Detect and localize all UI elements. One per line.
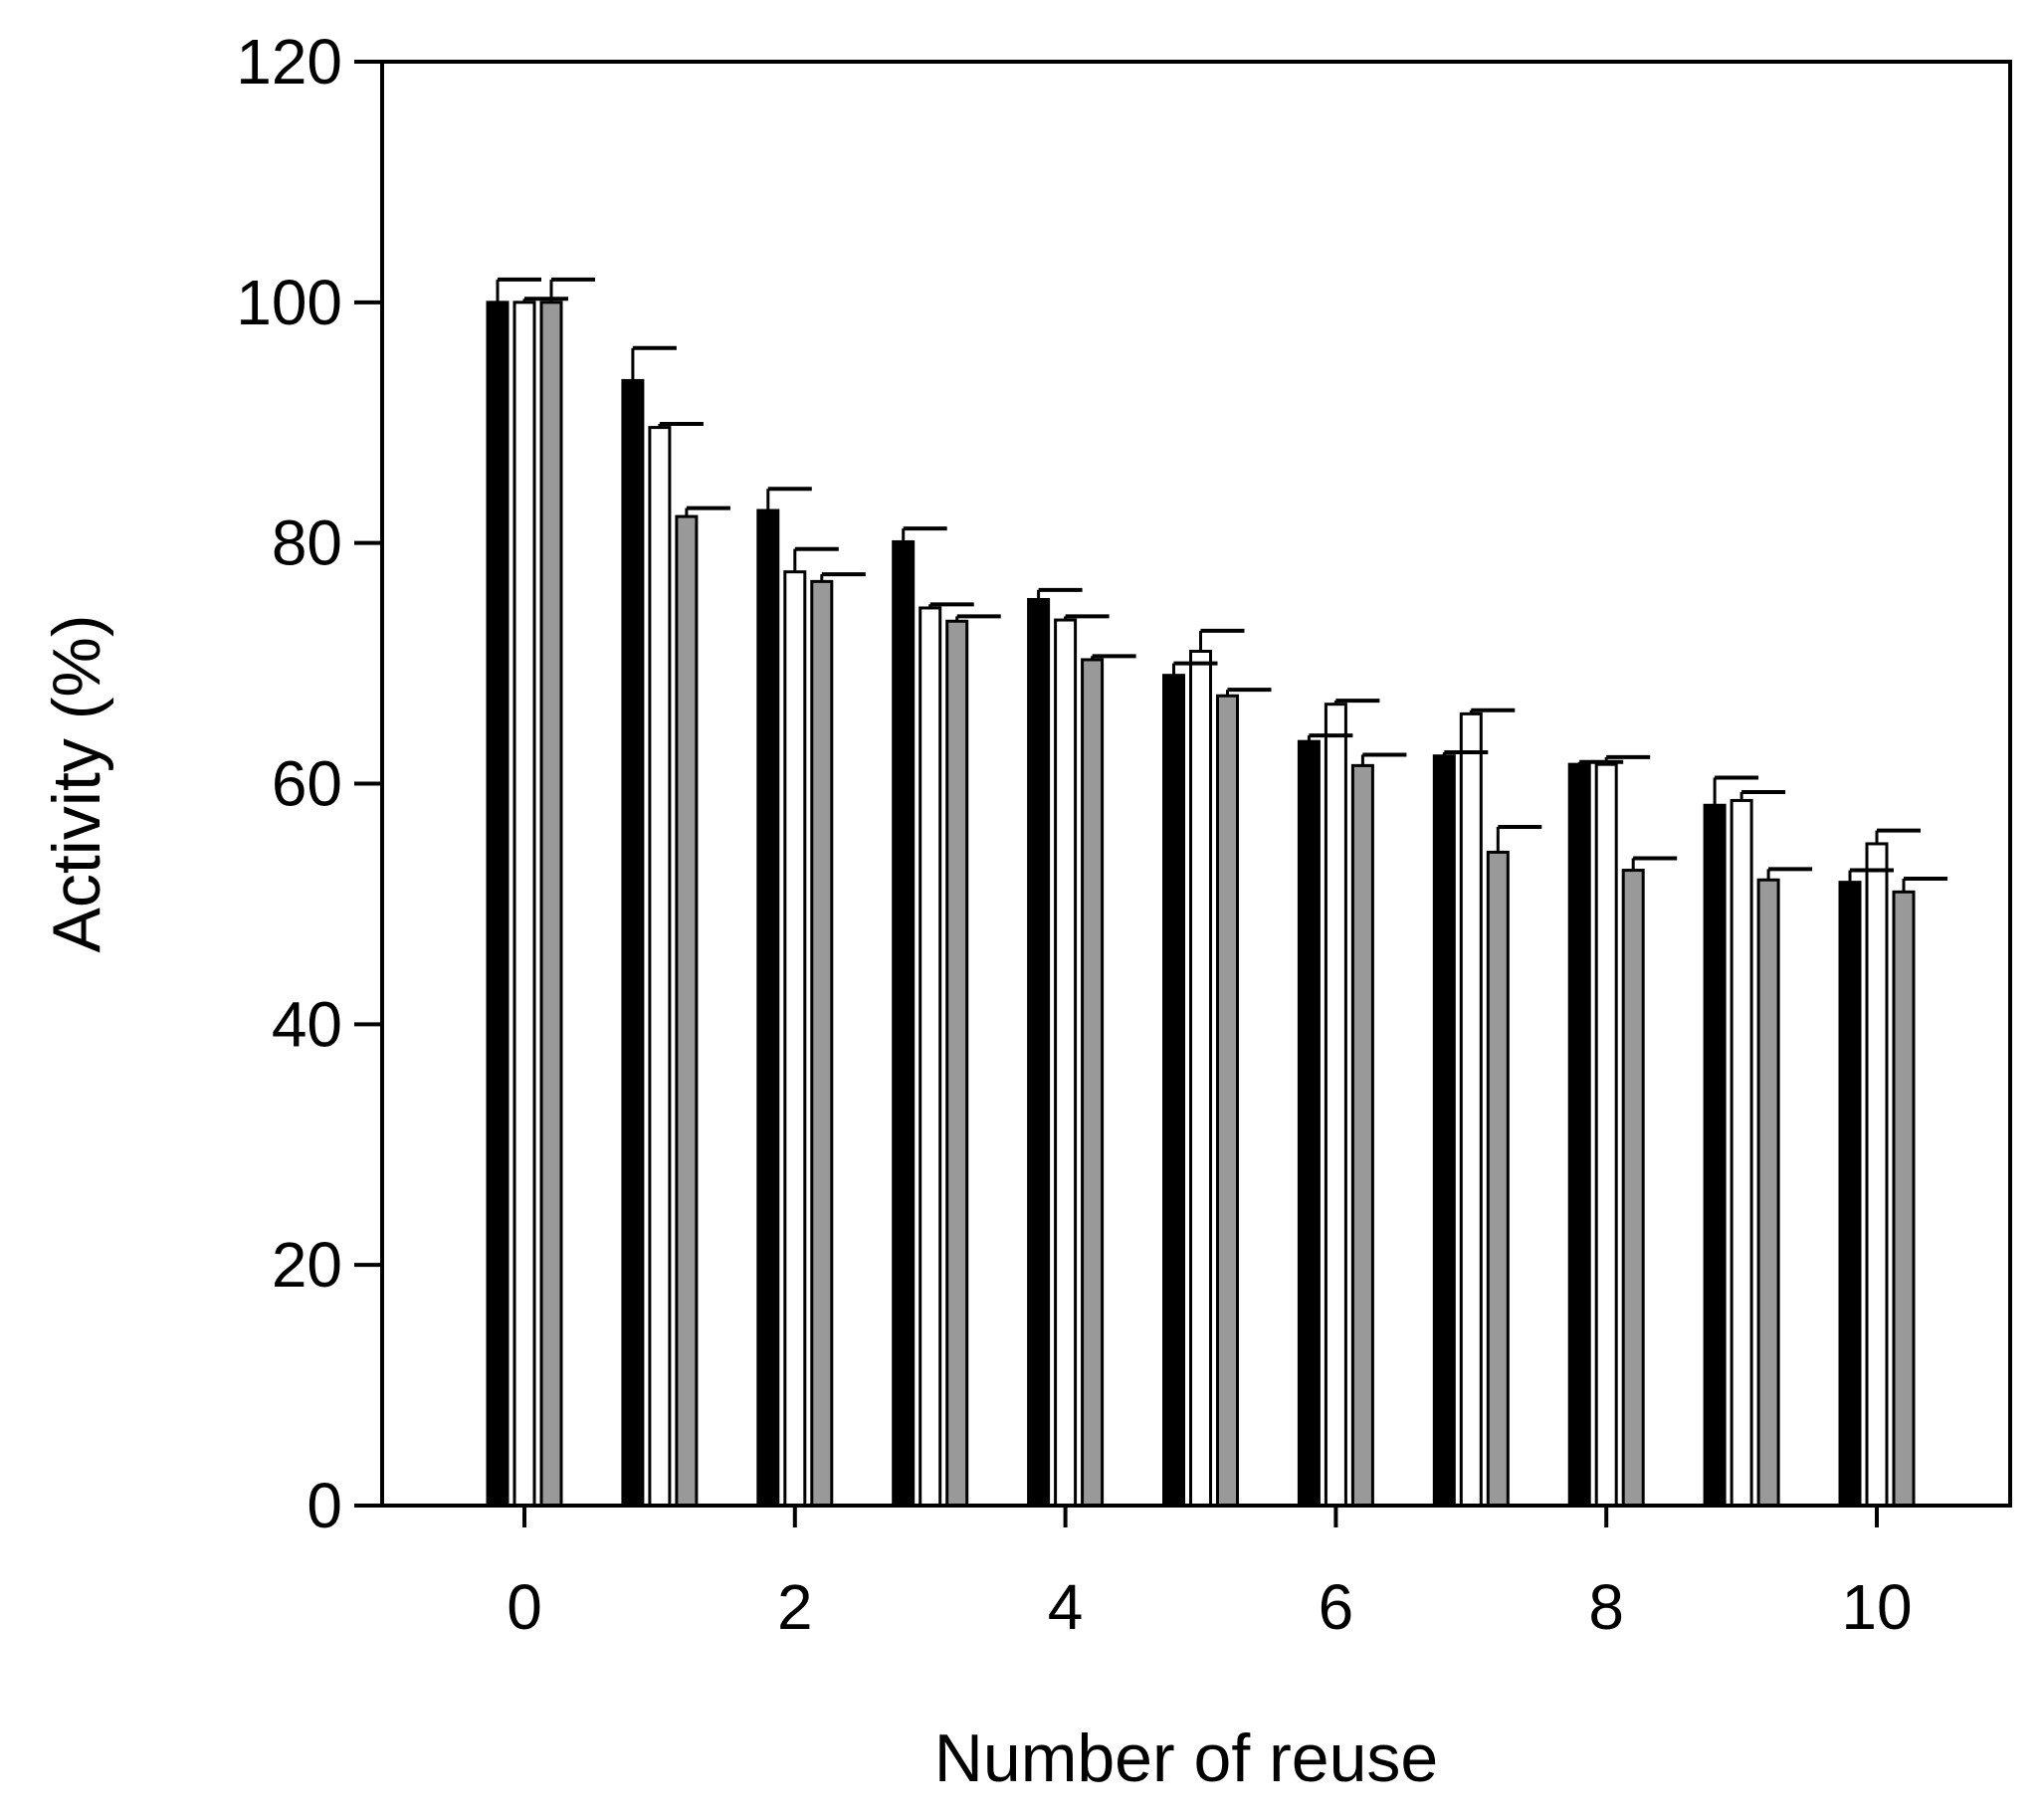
y-tick-label: 120 [236, 26, 342, 98]
x-tick-label: 10 [1841, 1571, 1912, 1643]
bar-series-1 [892, 539, 916, 1508]
bar-series-1 [1432, 754, 1456, 1508]
x-axis-label: Number of reuse [934, 1720, 1438, 1796]
bar-series-3 [1621, 869, 1645, 1508]
bar-series-1 [1297, 739, 1321, 1508]
y-tick-label: 100 [236, 267, 342, 338]
bar-series-2 [1189, 649, 1212, 1508]
x-tick-label: 6 [1319, 1571, 1354, 1643]
bar-series-2 [512, 301, 536, 1508]
bar-series-2 [1865, 842, 1889, 1508]
y-tick-label: 20 [272, 1229, 342, 1301]
bar-series-group [486, 301, 1916, 1508]
bar-series-2 [919, 606, 942, 1508]
bar-series-3 [945, 619, 969, 1508]
bar-series-3 [1892, 890, 1916, 1508]
bar-series-1 [756, 508, 780, 1508]
bar-series-1 [1027, 597, 1051, 1508]
bar-series-3 [539, 301, 563, 1508]
x-tick-label: 8 [1588, 1571, 1624, 1643]
bar-series-3 [1216, 694, 1239, 1508]
y-tick-label: 40 [272, 988, 342, 1060]
y-axis-ticks: 0 20 40 60 80 100 120 [236, 26, 382, 1541]
bar-series-2 [1594, 762, 1618, 1508]
x-axis-ticks: 0 2 4 6 8 10 [507, 1506, 1913, 1643]
y-tick-label: 0 [306, 1470, 342, 1541]
plot-frame [380, 60, 2012, 1508]
bar-series-3 [675, 514, 699, 1508]
bar-series-1 [621, 378, 645, 1508]
bar-series-2 [1324, 703, 1347, 1508]
bar-series-1 [1567, 762, 1591, 1508]
bar-series-1 [1838, 881, 1862, 1508]
bar-series-1 [1703, 803, 1727, 1508]
y-axis-label: Activity (%) [39, 615, 114, 953]
y-tick-label: 60 [272, 748, 342, 820]
y-tick-label: 80 [272, 507, 342, 579]
bar-series-3 [1350, 763, 1374, 1508]
bar-series-1 [1162, 674, 1185, 1508]
bar-series-3 [1081, 658, 1105, 1508]
bar-series-2 [1459, 711, 1483, 1508]
bar-series-1 [486, 301, 510, 1508]
bar-series-2 [648, 426, 672, 1508]
bar-series-2 [1054, 618, 1078, 1508]
bar-series-2 [783, 570, 807, 1508]
error-bars-group [496, 277, 1947, 893]
bar-series-3 [1756, 878, 1780, 1508]
bar-series-2 [1730, 798, 1753, 1508]
bar-series-3 [1486, 850, 1510, 1508]
x-tick-label: 2 [777, 1571, 813, 1643]
x-tick-label: 4 [1048, 1571, 1084, 1643]
x-tick-label: 0 [507, 1571, 542, 1643]
bar-series-3 [810, 579, 834, 1508]
